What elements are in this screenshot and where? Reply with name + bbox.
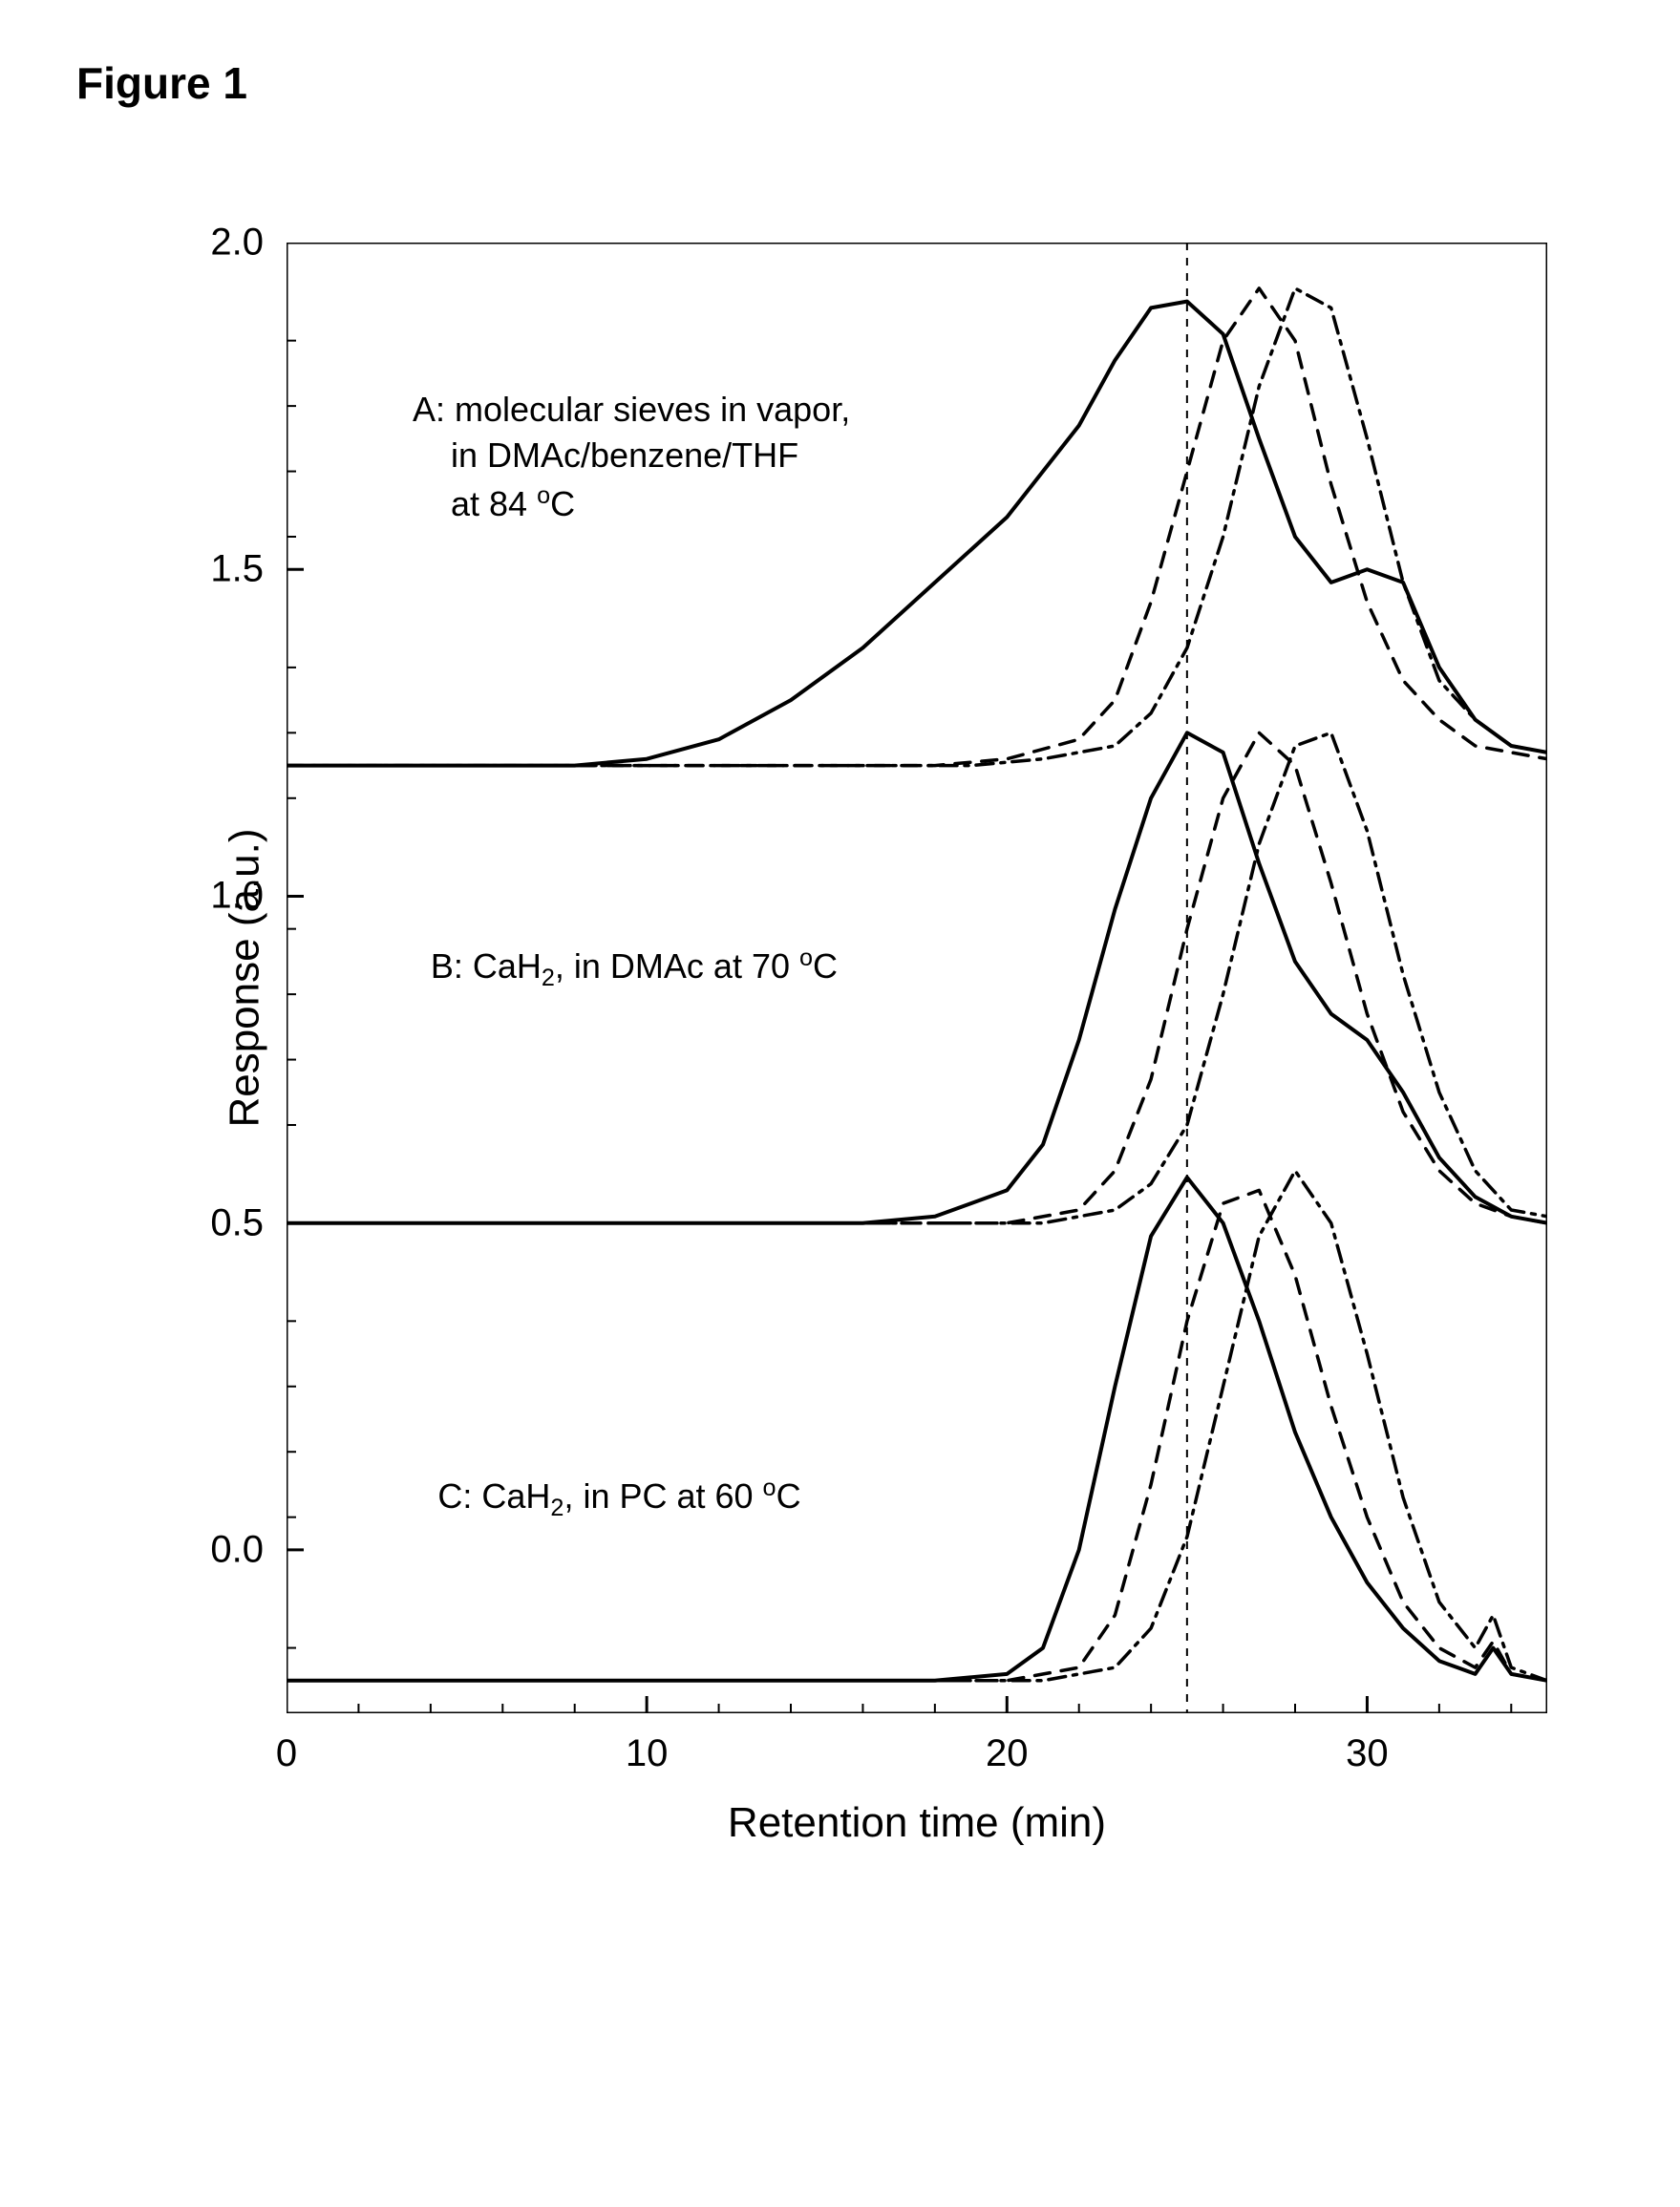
y-tick-label: 1.5 (210, 548, 264, 591)
x-tick-label: 30 (1346, 1732, 1389, 1775)
page: Figure 1 Response (a.u.) Retention time … (0, 0, 1680, 2207)
x-tick-label: 20 (986, 1732, 1029, 1775)
figure-title: Figure 1 (76, 57, 1604, 109)
y-tick-label: 2.0 (210, 222, 264, 265)
x-tick-label: 10 (626, 1732, 669, 1775)
y-tick-label: 0.0 (210, 1528, 264, 1571)
y-tick-label: 0.5 (210, 1201, 264, 1244)
plot-svg (287, 243, 1547, 1713)
x-tick-label: 0 (276, 1732, 297, 1775)
chart-frame: Response (a.u.) Retention time (min) 010… (287, 243, 1547, 1713)
x-axis-label: Retention time (min) (728, 1799, 1106, 1847)
y-axis-label: Response (a.u.) (222, 828, 269, 1127)
